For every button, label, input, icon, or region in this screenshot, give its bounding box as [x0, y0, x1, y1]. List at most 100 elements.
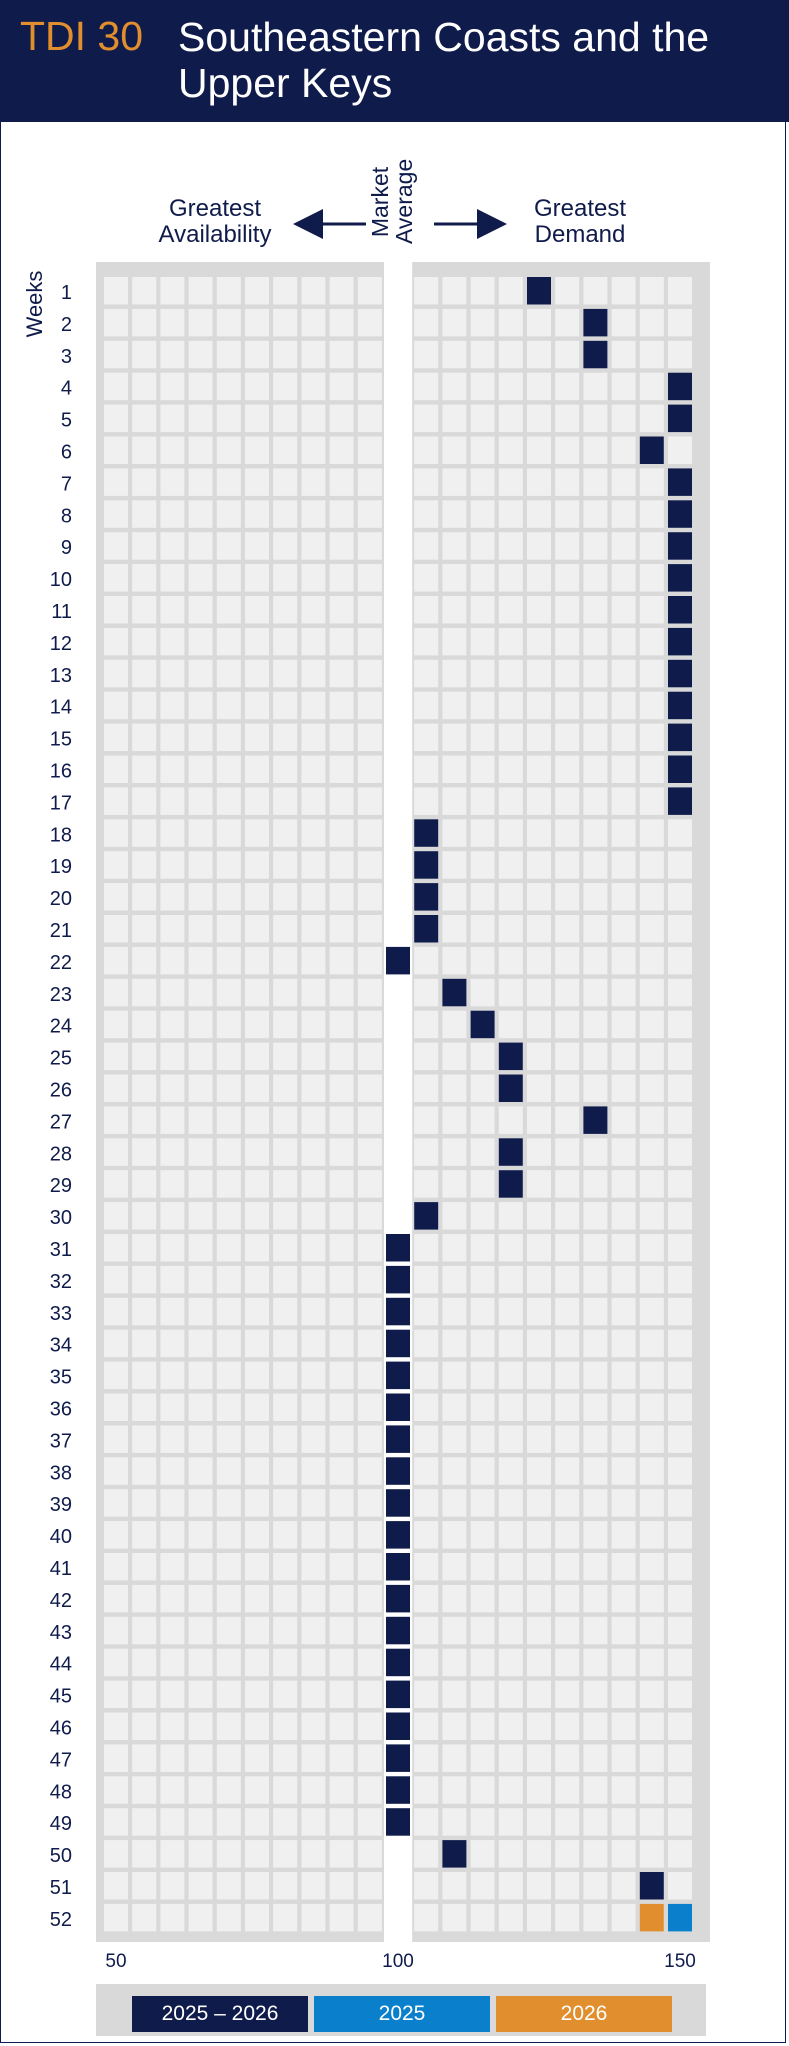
grid-cell	[555, 1903, 580, 1932]
demand-chart: 1234567891011121314151617181920212223242…	[50, 209, 710, 1972]
grid-cell	[442, 468, 467, 496]
grid-cell	[583, 1010, 608, 1039]
grid-cell	[414, 1106, 439, 1134]
grid-cell	[329, 1329, 354, 1358]
grid-cell	[329, 1521, 354, 1549]
grid-cell	[301, 1202, 326, 1230]
grid-cell	[498, 1106, 523, 1134]
grid-cell	[216, 819, 241, 847]
grid-cell	[132, 915, 157, 943]
grid-cell	[414, 404, 439, 433]
grid-cell	[470, 883, 495, 911]
grid-cell	[498, 500, 523, 528]
grid-cell	[611, 659, 636, 688]
grid-cell	[668, 1329, 692, 1358]
grid-cell	[639, 723, 664, 752]
grid-cell	[329, 819, 354, 847]
grid-cell	[245, 308, 269, 337]
grid-cell	[555, 819, 580, 847]
grid-cell	[583, 436, 608, 464]
grid-cell	[301, 468, 326, 496]
grid-cell	[104, 1234, 128, 1262]
grid-cell	[414, 596, 439, 624]
grid-cell	[273, 883, 298, 911]
grid-cell	[329, 1202, 354, 1230]
grid-cell	[470, 915, 495, 943]
grid-cell	[132, 1393, 157, 1421]
grid-cell	[639, 1776, 664, 1804]
grid-cell	[329, 1903, 354, 1932]
grid-cell	[414, 1553, 439, 1581]
grid-cell	[329, 1776, 354, 1804]
grid-cell	[527, 915, 551, 943]
grid-cell	[527, 1712, 551, 1740]
grid-cell	[104, 1202, 128, 1230]
grid-cell	[639, 1584, 664, 1613]
greatest-demand-label: Greatest Demand	[533, 195, 627, 248]
grid-cell	[188, 1744, 213, 1772]
grid-cell	[160, 1234, 185, 1262]
grid-cell	[188, 308, 213, 337]
grid-cell	[245, 1872, 269, 1900]
week-label: 16	[50, 761, 72, 783]
grid-cell	[160, 1042, 185, 1071]
grid-cell	[357, 340, 382, 369]
grid-cell	[132, 659, 157, 688]
grid-cell	[414, 1521, 439, 1549]
x-tick-labels: 50 100 150	[105, 1951, 695, 1972]
grid-cell	[668, 1808, 692, 1836]
week-label: 45	[50, 1686, 72, 1708]
grid-cell	[611, 1776, 636, 1804]
grid-cell	[160, 627, 185, 656]
grid-cell	[555, 1584, 580, 1613]
data-mark	[414, 883, 439, 911]
grid-cell	[583, 1648, 608, 1677]
grid-cell	[611, 1106, 636, 1134]
week-label: 46	[50, 1718, 72, 1740]
data-mark	[668, 596, 692, 624]
grid-cell	[273, 723, 298, 752]
grid-cell	[188, 1393, 213, 1421]
grid-cell	[639, 1521, 664, 1549]
grid-cell	[160, 1553, 185, 1581]
grid-cell	[104, 851, 128, 879]
grid-cell	[132, 1680, 157, 1709]
grid-cell	[470, 372, 495, 401]
grid-cell	[639, 1010, 664, 1039]
grid-cell	[470, 1776, 495, 1804]
grid-cell	[583, 1616, 608, 1645]
grid-cell	[188, 500, 213, 528]
x-tick-label: 100	[382, 1951, 414, 1972]
grid-cell	[414, 1680, 439, 1709]
grid-cell	[132, 1903, 157, 1932]
grid-cell	[442, 1042, 467, 1071]
grid-cell	[527, 1074, 551, 1102]
x-tick-label: 50	[105, 1951, 126, 1972]
week-label: 28	[50, 1143, 72, 1165]
data-mark	[668, 723, 692, 752]
grid-cell	[273, 627, 298, 656]
week-label: 31	[50, 1239, 72, 1261]
data-mark	[386, 1361, 410, 1390]
grid-cell	[188, 1265, 213, 1294]
grid-cell	[188, 851, 213, 879]
grid-cell	[104, 946, 128, 975]
grid-cell	[132, 1872, 157, 1900]
grid-cell	[414, 1234, 439, 1262]
grid-cell	[555, 659, 580, 688]
grid-cell	[160, 1521, 185, 1549]
grid-cell	[498, 1903, 523, 1932]
grid-cell	[527, 1234, 551, 1262]
grid-cell	[583, 1872, 608, 1900]
grid-cell	[301, 627, 326, 656]
grid-cell	[357, 1202, 382, 1230]
grid-cell	[498, 436, 523, 464]
grid-cell	[301, 1903, 326, 1932]
grid-cell	[611, 596, 636, 624]
grid-cell	[611, 883, 636, 911]
grid-cell	[301, 1297, 326, 1326]
grid-cell	[470, 755, 495, 783]
grid-cell	[160, 1489, 185, 1517]
grid-cell	[668, 1712, 692, 1740]
data-mark	[386, 1489, 410, 1517]
